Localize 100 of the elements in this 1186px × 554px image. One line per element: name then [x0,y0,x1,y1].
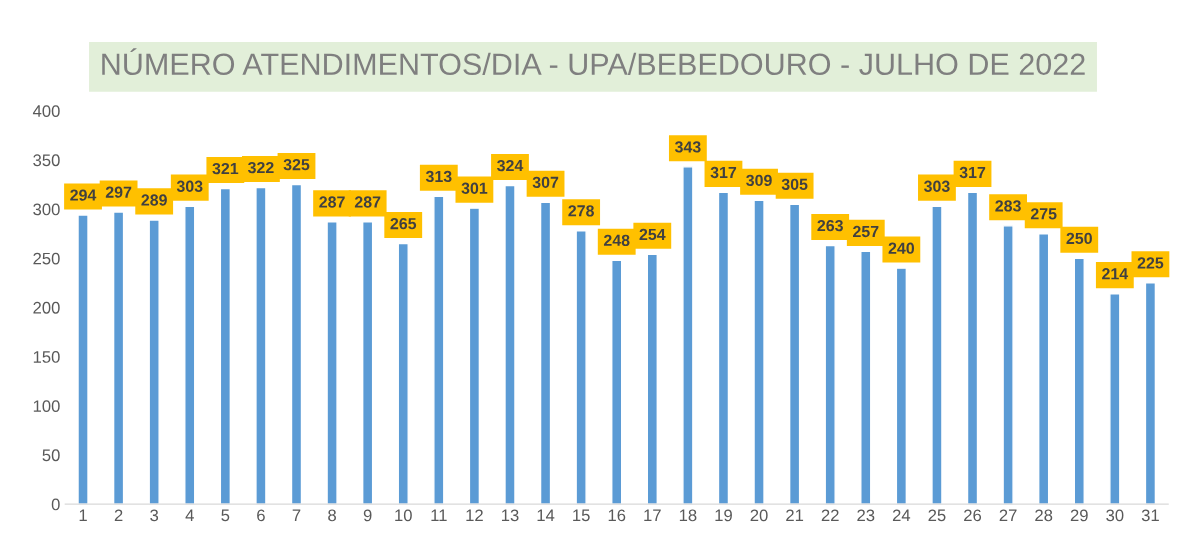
x-tick-label: 28 [1035,509,1053,522]
bar [860,250,872,505]
bar [504,184,516,505]
x-tick-label: 4 [185,509,194,522]
data-label: 214 [1102,268,1129,280]
bar [575,230,587,505]
data-label: 303 [923,180,950,192]
bar [1073,257,1085,505]
data-label: 321 [212,162,239,175]
bar [1144,282,1157,505]
bar [361,221,374,505]
data-label: 297 [105,186,132,198]
y-tick-label: 350 [33,154,60,167]
x-tick-label: 12 [466,509,483,522]
x-tick-label: 15 [573,509,590,522]
data-label: 325 [283,158,310,171]
x-tick-label: 10 [395,509,412,522]
x-tick-label: 19 [715,509,732,522]
bar [112,211,125,505]
data-label: 283 [995,200,1021,212]
y-tick-label: 50 [42,449,60,462]
x-tick-label: 17 [644,509,661,522]
bar [824,244,836,505]
data-label: 275 [1030,208,1057,220]
x-tick-label: 2 [114,509,123,522]
bar [397,242,409,505]
data-label: 307 [532,176,559,189]
data-label: 225 [1137,257,1164,269]
y-tick-label: 250 [33,252,60,265]
data-label: 303 [176,180,203,192]
chart-title: NÚMERO ATENDIMENTOS/DIA - UPA/BEBEDOURO - JULHO DE 2022 [102,48,1085,76]
data-label: 265 [390,217,417,230]
x-tick-label: 11 [431,509,447,522]
x-tick-label: 6 [257,509,265,522]
data-label: 240 [888,242,915,254]
x-tick-label: 18 [679,509,697,522]
x-tick-label: 26 [964,509,982,522]
y-tick-label: 300 [33,203,60,216]
bar [148,219,160,505]
data-label: 278 [568,205,594,217]
data-label: 294 [70,189,97,201]
y-tick-label: 200 [33,301,60,314]
bar [682,166,694,505]
x-tick-label: 25 [928,509,946,522]
x-tick-label: 5 [221,509,230,522]
x-tick-label: 21 [786,509,804,522]
bar [717,191,730,505]
data-label: 257 [853,225,879,238]
y-tick-label: 100 [33,400,60,413]
data-label: 322 [247,161,274,174]
x-tick-label: 27 [999,509,1017,522]
bar [1002,225,1014,505]
data-label: 248 [603,234,630,246]
data-label: 343 [674,141,701,153]
bar [77,214,89,505]
bar [788,203,801,505]
bar [290,183,303,505]
x-tick-label: 24 [892,509,911,522]
x-tick-label: 20 [750,509,768,522]
data-label: 287 [319,196,345,208]
bar [1109,293,1121,505]
data-label: 313 [425,170,452,183]
bar [255,186,267,505]
data-label: 305 [781,178,808,190]
bar [753,199,765,505]
y-tick-label: 150 [33,351,60,363]
data-label: 254 [639,228,666,241]
x-tick-label: 9 [363,509,372,522]
x-tick-label: 7 [292,509,301,522]
bar [646,253,658,505]
data-label: 301 [461,182,488,194]
bar [1038,233,1050,505]
bar [539,201,552,505]
x-tick-label: 13 [501,509,519,522]
x-tick-label: 22 [821,509,839,522]
y-tick-label: 400 [32,105,60,117]
bar [966,191,979,505]
data-label: 287 [354,196,381,208]
x-tick-label: 31 [1141,509,1159,522]
x-tick-label: 8 [328,509,336,522]
x-tick-label: 1 [79,509,87,522]
data-label: 289 [141,194,167,206]
x-tick-label: 29 [1070,509,1088,522]
bar [895,267,908,505]
bar [931,205,943,505]
x-tick-label: 16 [608,509,626,522]
bar [433,195,445,505]
bar [468,207,481,505]
data-label: 309 [746,174,772,187]
x-tick-label: 23 [857,509,875,522]
bar [326,221,338,505]
data-label: 317 [710,166,737,179]
data-label: 263 [817,219,843,232]
x-tick-label: 30 [1106,509,1124,522]
data-label: 324 [497,159,524,172]
x-tick-label: 14 [537,509,555,522]
data-label: 250 [1066,232,1092,245]
x-tick-label: 3 [150,509,159,522]
bar [219,187,232,505]
bar [611,259,623,505]
